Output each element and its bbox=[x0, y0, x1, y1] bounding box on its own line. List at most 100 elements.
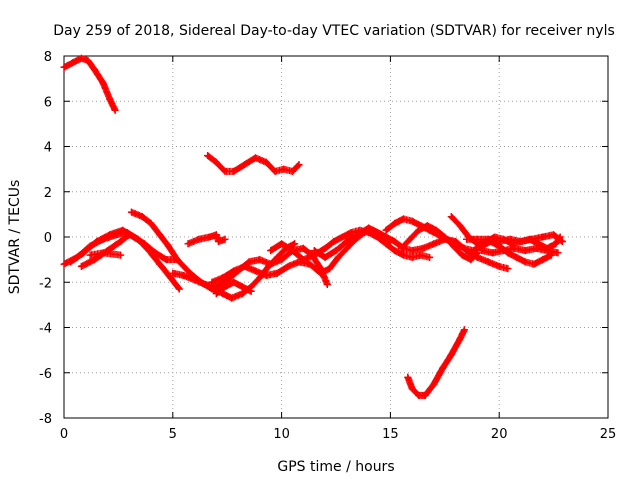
data-point bbox=[306, 260, 314, 268]
data-point bbox=[473, 249, 481, 257]
x-axis-label: GPS time / hours bbox=[277, 459, 394, 475]
data-point bbox=[421, 391, 429, 399]
data-point bbox=[251, 154, 259, 162]
data-point bbox=[558, 238, 566, 246]
data-point bbox=[456, 222, 464, 230]
data-point bbox=[554, 249, 562, 257]
data-point bbox=[130, 233, 138, 241]
data-point bbox=[84, 57, 92, 65]
data-point bbox=[500, 247, 508, 255]
data-point bbox=[247, 287, 255, 295]
data-point bbox=[473, 235, 481, 243]
data-point bbox=[127, 208, 135, 216]
y-tick-label: 0 bbox=[44, 231, 52, 246]
data-point bbox=[299, 244, 307, 252]
data-point bbox=[330, 238, 338, 246]
data-point bbox=[69, 59, 77, 67]
y-tick-label: -4 bbox=[39, 322, 52, 337]
data-point bbox=[408, 253, 416, 261]
data-point bbox=[430, 380, 438, 388]
data-point bbox=[495, 262, 503, 270]
data-point bbox=[80, 249, 88, 257]
data-point bbox=[111, 106, 119, 114]
data-point bbox=[162, 256, 170, 264]
data-point bbox=[208, 278, 216, 286]
data-point bbox=[221, 167, 229, 175]
data-point bbox=[317, 269, 325, 277]
data-point bbox=[325, 265, 333, 273]
data-point bbox=[489, 249, 497, 257]
data-point bbox=[104, 247, 112, 255]
data-point bbox=[478, 247, 486, 255]
data-point bbox=[212, 231, 220, 239]
data-point bbox=[212, 290, 220, 298]
data-point bbox=[441, 233, 449, 241]
data-point bbox=[321, 244, 329, 252]
y-tick-label: 6 bbox=[44, 95, 52, 110]
data-point bbox=[167, 274, 175, 282]
data-point bbox=[156, 260, 164, 268]
data-point bbox=[212, 283, 220, 291]
series-track-3 bbox=[404, 326, 468, 399]
data-point bbox=[173, 256, 181, 264]
series-track-7 bbox=[77, 231, 133, 270]
data-point bbox=[430, 240, 438, 248]
series-track-5 bbox=[67, 226, 181, 266]
data-point bbox=[530, 260, 538, 268]
data-point bbox=[77, 262, 85, 270]
data-point bbox=[77, 54, 85, 62]
data-point bbox=[382, 233, 390, 241]
data-point bbox=[426, 253, 434, 261]
data-point bbox=[532, 244, 540, 252]
data-point bbox=[458, 251, 466, 259]
data-point bbox=[238, 283, 246, 291]
data-point bbox=[456, 335, 464, 343]
data-point bbox=[295, 161, 303, 169]
data-point bbox=[256, 256, 264, 264]
data-point bbox=[382, 226, 390, 234]
data-point bbox=[404, 373, 412, 381]
data-point bbox=[212, 158, 220, 166]
data-point bbox=[373, 228, 381, 236]
y-tick-label: -6 bbox=[39, 367, 52, 382]
data-point bbox=[230, 167, 238, 175]
data-point bbox=[495, 238, 503, 246]
data-point bbox=[347, 228, 355, 236]
data-point bbox=[93, 238, 101, 246]
data-point bbox=[397, 244, 405, 252]
data-point bbox=[106, 231, 114, 239]
data-point bbox=[99, 79, 107, 87]
series-track-18 bbox=[463, 231, 566, 246]
data-point bbox=[201, 281, 209, 289]
data-point bbox=[460, 326, 468, 334]
data-point bbox=[484, 235, 492, 243]
data-point bbox=[310, 247, 318, 255]
data-point bbox=[195, 235, 203, 243]
data-point bbox=[463, 235, 471, 243]
data-point bbox=[469, 247, 477, 255]
data-point bbox=[273, 269, 281, 277]
data-point bbox=[447, 213, 455, 221]
data-point bbox=[432, 226, 440, 234]
data-point bbox=[391, 247, 399, 255]
data-point bbox=[219, 274, 227, 282]
data-point bbox=[382, 240, 390, 248]
data-point bbox=[460, 244, 468, 252]
data-point bbox=[267, 247, 275, 255]
data-point bbox=[399, 215, 407, 223]
data-point bbox=[90, 66, 98, 74]
series-track-10 bbox=[169, 244, 331, 291]
data-point bbox=[343, 238, 351, 246]
data-point bbox=[151, 249, 159, 257]
data-point bbox=[221, 235, 229, 243]
data-point bbox=[86, 251, 94, 259]
data-point bbox=[354, 231, 362, 239]
x-tick-label: 5 bbox=[169, 427, 177, 442]
data-point bbox=[271, 167, 279, 175]
data-point bbox=[191, 276, 199, 284]
data-point bbox=[291, 240, 299, 248]
y-axis-label: SDTVAR / TECUs bbox=[7, 180, 23, 295]
y-tick-label: 2 bbox=[44, 186, 52, 201]
data-point bbox=[299, 256, 307, 264]
data-point bbox=[521, 247, 529, 255]
